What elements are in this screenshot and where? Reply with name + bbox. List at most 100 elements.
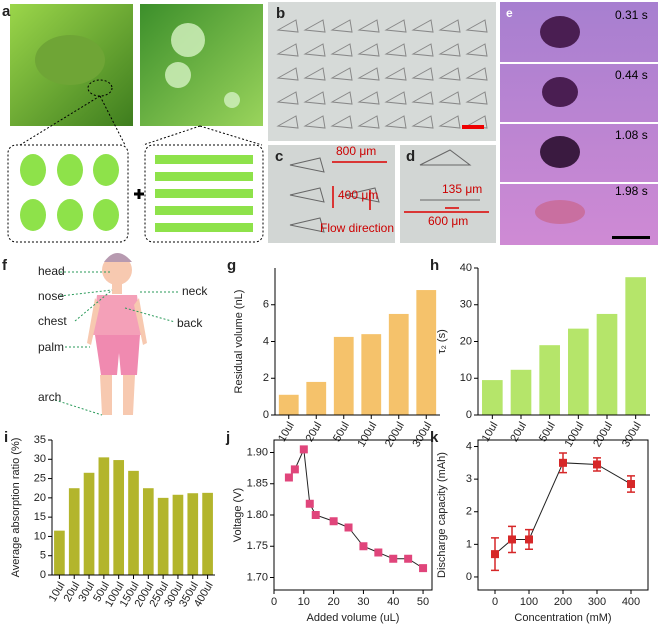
- x-tick-label: 100ul: [563, 420, 587, 449]
- bar: [482, 380, 503, 415]
- y-axis-label: τ₂ (s): [436, 329, 448, 354]
- panel-label: b: [276, 5, 285, 22]
- marker: [290, 465, 299, 474]
- channel: [276, 19, 299, 33]
- panel-label: a: [2, 3, 11, 20]
- x-tick-label: 20: [327, 596, 339, 608]
- bar: [98, 457, 110, 575]
- bar: [388, 313, 409, 415]
- plus: [134, 189, 144, 199]
- panel-label: e: [506, 6, 513, 20]
- marker: [593, 460, 601, 469]
- channel: [438, 19, 461, 33]
- x-tick-label: 10: [298, 596, 310, 608]
- drop-spot: [540, 136, 580, 168]
- bar: [361, 334, 382, 415]
- channel: [411, 91, 434, 105]
- channel: [465, 43, 488, 57]
- scale-box: [7, 144, 129, 243]
- channel: [384, 91, 407, 105]
- channel: [357, 115, 380, 129]
- y-tick-label: 40: [460, 262, 472, 274]
- body-label: head: [38, 264, 65, 278]
- y-tick-label: 30: [34, 453, 46, 465]
- dimension-label: 600 μm: [428, 214, 468, 228]
- y-tick-label: 4: [263, 335, 269, 347]
- y-tick-label: 20: [34, 492, 46, 504]
- x-tick-label: 0: [492, 596, 498, 608]
- y-tick-label: 15: [34, 511, 46, 523]
- x-axis-label: Concentration (mM): [514, 612, 611, 624]
- y-tick-label: 4: [466, 440, 472, 452]
- channels: [289, 149, 480, 233]
- channel: [303, 43, 326, 57]
- drop-spot: [535, 200, 585, 224]
- marker: [419, 564, 428, 573]
- y-tick-label: 6: [263, 299, 269, 311]
- body-label: back: [177, 316, 203, 330]
- panel-label: i: [4, 429, 8, 446]
- marker: [559, 458, 567, 467]
- bar: [68, 488, 80, 575]
- marker: [389, 554, 398, 563]
- x-tick-label: 300ul: [620, 420, 644, 449]
- x-tick-label: 30: [357, 596, 369, 608]
- body-figure: [87, 253, 147, 415]
- time-label: 1.08 s: [615, 128, 648, 142]
- water-drop: [165, 62, 191, 88]
- channel: [411, 67, 434, 81]
- marker: [359, 542, 368, 551]
- marker: [374, 548, 383, 557]
- y-tick-label: 10: [34, 530, 46, 542]
- bar: [202, 492, 213, 575]
- channel: [276, 115, 299, 129]
- channel: [384, 67, 407, 81]
- axes: [274, 268, 440, 416]
- channel: [357, 43, 380, 57]
- y-tick-label: 3: [466, 473, 472, 485]
- x-tick-label: 300: [588, 596, 606, 608]
- body-label: neck: [182, 284, 208, 298]
- channel: [330, 67, 353, 81]
- panel-label: h: [430, 257, 439, 274]
- channel: [276, 67, 299, 81]
- channel: [384, 115, 407, 129]
- marker: [525, 535, 533, 544]
- y-tick-label: 0: [263, 409, 269, 421]
- x-tick-label: 200: [554, 596, 572, 608]
- body-label: palm: [38, 340, 64, 354]
- x-tick-label: 0: [271, 596, 277, 608]
- scale-bar: [612, 236, 650, 239]
- y-axis-label: Average absorption ratio (%): [10, 438, 22, 578]
- x-tick-label: 200ul: [591, 420, 615, 449]
- channel: [411, 115, 434, 129]
- channel: [357, 67, 380, 81]
- x-tick-label: 100ul: [356, 420, 380, 449]
- y-tick-label: 2: [466, 506, 472, 518]
- channel: [303, 91, 326, 105]
- bar: [128, 470, 139, 575]
- time-label: 0.31 s: [615, 8, 648, 22]
- water-drop: [224, 92, 240, 108]
- frame: [477, 439, 649, 591]
- bar: [187, 493, 199, 575]
- bar: [510, 369, 532, 415]
- y-axis-label: Residual volume (nL): [233, 290, 245, 394]
- channel: [438, 67, 461, 81]
- drop-photo: [140, 4, 263, 126]
- panel-label: f: [2, 257, 8, 274]
- marker: [299, 445, 308, 454]
- marker: [508, 535, 516, 544]
- body-label: arch: [38, 390, 61, 404]
- y-tick-label: 2: [263, 372, 269, 384]
- channel: [303, 19, 326, 33]
- panel-label: g: [227, 257, 236, 274]
- stripes: [155, 155, 253, 232]
- channel: [357, 19, 380, 33]
- channel: [465, 19, 488, 33]
- y-axis-label: Discharge capacity (mAh): [436, 452, 448, 578]
- channel: [330, 115, 353, 129]
- panel-label: c: [275, 148, 283, 165]
- channel: [330, 19, 353, 33]
